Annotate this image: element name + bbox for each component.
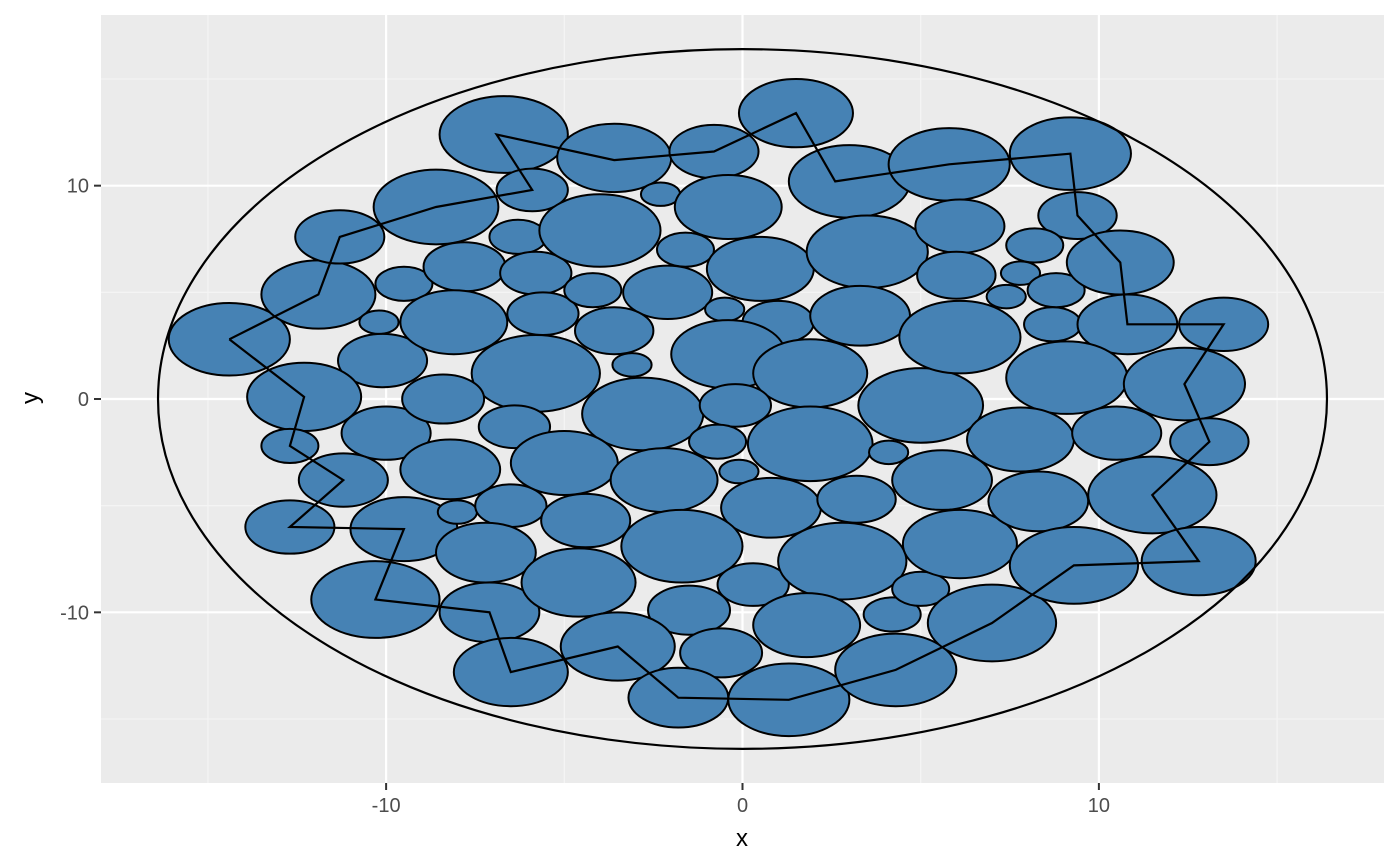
- packed-circle: [914, 198, 1006, 254]
- packed-circle: [679, 627, 764, 679]
- packed-circle: [399, 289, 509, 356]
- packed-circle: [1071, 405, 1163, 461]
- boundary-circle: [156, 48, 1329, 750]
- y-axis: -10 0 10: [60, 176, 101, 624]
- packed-circle: [422, 241, 507, 293]
- packed-circle: [438, 95, 569, 174]
- x-tick-label: 10: [1088, 795, 1110, 817]
- packed-circle: [340, 405, 432, 461]
- x-tick-label: 0: [737, 795, 748, 817]
- packed-circle: [520, 547, 637, 618]
- packed-circle: [752, 592, 862, 659]
- packed-circle: [620, 508, 744, 584]
- packed-circle: [509, 430, 619, 496]
- packed-circle: [488, 218, 548, 255]
- y-axis-title: y: [17, 392, 44, 404]
- packed-circle: [673, 174, 783, 240]
- packed-circle: [655, 231, 715, 268]
- x-axis: -10 0 10: [372, 783, 1110, 817]
- packed-circle: [857, 367, 985, 444]
- packed-circle: [1005, 227, 1065, 264]
- packed-circle: [985, 283, 1027, 310]
- packed-circle: [336, 332, 429, 389]
- packed-circle: [540, 492, 632, 549]
- packed-circle: [609, 447, 719, 514]
- packed-circle: [966, 406, 1075, 473]
- y-tick-label: 0: [78, 389, 89, 411]
- packed-circle: [538, 193, 662, 268]
- packed-circle: [556, 122, 673, 194]
- packed-circle: [1005, 340, 1129, 415]
- packed-circle: [705, 235, 815, 302]
- packed-circle: [862, 596, 922, 633]
- packed-circle: [891, 449, 993, 511]
- x-axis-title: x: [736, 825, 748, 852]
- packed-circle: [647, 584, 732, 636]
- packed-circle: [746, 405, 874, 483]
- packed-circle: [999, 260, 1042, 286]
- path-layer: [228, 111, 1226, 701]
- packed-circle: [777, 521, 908, 601]
- packed-circle: [898, 299, 1022, 375]
- y-tick-label: 10: [67, 176, 89, 198]
- packed-circle: [704, 296, 746, 323]
- packed-circle: [639, 181, 682, 207]
- y-tick-label: -10: [60, 602, 89, 624]
- packed-circle: [611, 352, 653, 378]
- packed-circle: [752, 338, 869, 409]
- packed-circle: [987, 470, 1090, 533]
- packed-circle: [401, 373, 486, 425]
- packed-circle: [573, 306, 655, 356]
- packed-circle: [1023, 306, 1083, 343]
- packed-circle: [698, 383, 773, 428]
- packed-circle: [470, 334, 601, 413]
- packed-circle: [358, 309, 400, 335]
- packed-circle: [718, 458, 760, 485]
- packed-circle: [688, 423, 748, 460]
- packed-circle: [916, 250, 997, 300]
- packed-circle: [716, 562, 790, 607]
- packed-circle: [805, 214, 929, 290]
- x-tick-label: -10: [372, 795, 401, 817]
- boundary-layer: [156, 48, 1329, 750]
- packed-circle: [622, 264, 714, 321]
- boundary-path: [228, 111, 1226, 701]
- packed-circle: [436, 499, 478, 525]
- packed-circle: [374, 265, 434, 302]
- packed-circle: [435, 521, 537, 584]
- packed-circle: [399, 438, 502, 501]
- packed-circle: [868, 439, 910, 466]
- packed-circle: [891, 570, 951, 607]
- packed-circle: [901, 508, 1018, 580]
- packed-circle: [816, 474, 897, 524]
- packed-circle: [563, 272, 623, 309]
- packed-circle: [809, 284, 912, 347]
